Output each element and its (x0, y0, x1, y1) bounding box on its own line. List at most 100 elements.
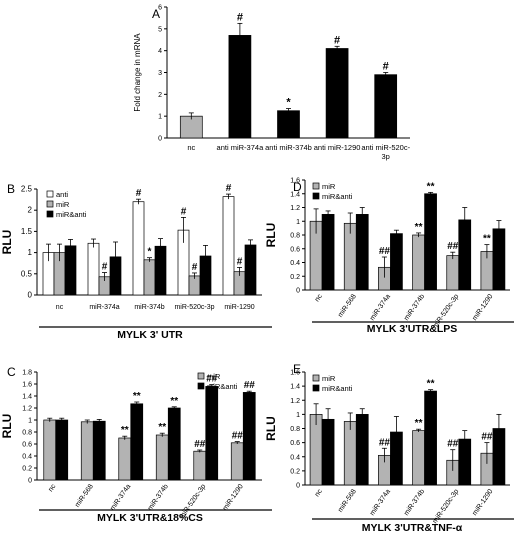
panel-d-significance-mark: ** (415, 222, 423, 233)
panel-a-category-label: anti miR-1290 (314, 143, 361, 152)
panel-b-significance-mark: # (192, 262, 198, 273)
panel-b-legend-label: miR (56, 200, 70, 209)
panel-d-y-label: RLU (264, 223, 278, 248)
panel-a-y-tick-label: 2 (158, 92, 162, 99)
panel-c-y-tick-label: 1.8 (22, 370, 32, 377)
panel-c-y-tick-label: 0.4 (22, 454, 32, 461)
panel-c-significance-mark: ** (158, 422, 166, 433)
panel-e-legend-label: miR (322, 374, 336, 383)
panel-a-significance-mark: # (237, 11, 243, 23)
panel-b-y-tick-label: 2 (28, 206, 33, 215)
panel-a-bar (277, 110, 300, 139)
panel-b-legend-swatch (46, 190, 54, 198)
panel-e-bar (424, 390, 437, 486)
panel-a-bar (228, 35, 252, 139)
panel-d-title: MYLK 3'UTR&LPS (367, 323, 458, 335)
panel-b-bar (132, 201, 145, 296)
panel-e-bar (355, 414, 369, 486)
panel-e-category-label: nc (314, 488, 324, 498)
panel-b-legend-label: miR&anti (56, 210, 87, 219)
panel-b-significance-mark: # (226, 183, 232, 194)
panel-c-bar (167, 407, 181, 481)
panel-b-significance-mark: # (181, 206, 187, 217)
panel-b-letter: B (7, 182, 15, 196)
panel-c-bar (155, 434, 169, 481)
panel-c-legend-swatch (197, 382, 205, 390)
panel-b-y-tick-label: 0.5 (21, 269, 33, 278)
panel-e-y-tick-label: 0.4 (290, 454, 300, 461)
panel-d-y-tick-label: 0.8 (290, 233, 300, 240)
panel-c-bar (193, 450, 207, 481)
panel-c-bar (43, 419, 57, 481)
panel-d-y-tick-label: 0.2 (290, 274, 300, 281)
panel-d-bar (424, 193, 437, 291)
panel-e-letter: E (293, 362, 301, 376)
panel-d-category-label: miR-1290 (471, 293, 494, 322)
panel-a-y-tick-label: 1 (158, 114, 162, 121)
panel-e-y-tick-label: 0 (296, 483, 300, 490)
panel-a-category-label: anti miR-374b (265, 143, 312, 152)
panel-a-y-label: Fold change in mRNA (133, 33, 142, 112)
panel-d-y-tick-label: 1.6 (290, 178, 300, 185)
panel-b-bar (143, 259, 156, 296)
panel-e-significance-mark: ## (379, 437, 391, 448)
panel-e-significance-mark: ## (481, 432, 493, 443)
panel-e-legend-label: miR&anti (322, 384, 353, 393)
panel-d-y-tick-label: 0.4 (290, 260, 300, 267)
panel-d-y-tick-label: 1 (296, 219, 300, 226)
panel-d-y-tick-label: 1.4 (290, 191, 300, 198)
panel-c-bar (242, 392, 256, 481)
panel-c-y-tick-label: 1 (28, 418, 32, 425)
panel-d-bar (412, 234, 425, 291)
panel-a-y-tick-label: 6 (158, 5, 162, 12)
panel-b-y-tick-label: 0 (28, 291, 33, 300)
panel-a-significance-mark: # (334, 34, 340, 46)
panel-b-y-label: RLU (0, 230, 14, 255)
panel-e-y-tick-label: 0.8 (290, 426, 300, 433)
panel-e-significance-mark: ## (447, 439, 459, 450)
panel-d-significance-mark: ** (483, 234, 491, 245)
panel-b-bar (87, 242, 100, 296)
panel-b-legend-swatch (46, 210, 54, 218)
panel-c-category-label: miR-374b (147, 483, 170, 512)
panel-e-y-tick-label: 0.2 (290, 468, 300, 475)
panel-c-category-label: miR-1290 (222, 483, 245, 512)
panel-a-bar (325, 48, 349, 139)
panel-e-category-label: miR-374b (403, 488, 426, 517)
panel-e-y-tick-label: 1.6 (290, 370, 300, 377)
panel-a-significance-mark: # (383, 61, 389, 73)
panel-e-y-tick-label: 1 (296, 412, 300, 419)
panel-d-significance-mark: ** (427, 181, 435, 192)
panel-d-significance-mark: ## (379, 246, 391, 257)
panel-e-y-label: RLU (264, 416, 278, 441)
panel-c-significance-mark: ** (121, 425, 129, 436)
panel-c-letter: C (7, 365, 16, 379)
panel-c-bar (80, 421, 94, 481)
panel-a-y-tick-label: 0 (158, 136, 162, 143)
panel-d-category-label: nc (314, 293, 324, 303)
panel-b-bar (222, 196, 235, 296)
panel-a-y-tick-label: 5 (158, 26, 162, 33)
panel-c-y-tick-label: 0.2 (22, 466, 32, 473)
panel-b-category-label: miR-374a (89, 304, 119, 311)
panel-e-significance-mark: ** (427, 379, 435, 390)
panel-d-bar (321, 214, 335, 291)
panel-c-category-label: miR-374a (109, 483, 132, 512)
panel-c-bar (55, 419, 69, 481)
panel-e-bar (412, 430, 425, 486)
panel-c-legend-swatch (197, 372, 205, 380)
panel-d-bar (446, 255, 460, 291)
panel-c-y-tick-label: 0.6 (22, 442, 32, 449)
panel-a-category-label: nc (187, 143, 195, 152)
panel-d-category-label: miR-374a (369, 293, 392, 322)
panel-e-title: MYLK 3'UTR&TNF-α (362, 522, 463, 534)
panel-d-y-tick-label: 1.2 (290, 205, 300, 212)
panel-b-significance-mark: * (148, 247, 152, 258)
panel-e-category-label: miR-374a (369, 488, 392, 517)
panel-b-category-label: miR-520c-3p (174, 304, 214, 311)
panel-c-significance-mark: ## (206, 374, 218, 385)
panel-c-bar (92, 420, 106, 481)
panel-c-bar (118, 437, 132, 481)
panel-d-bar (355, 214, 369, 291)
panel-a-letter: A (152, 7, 160, 21)
